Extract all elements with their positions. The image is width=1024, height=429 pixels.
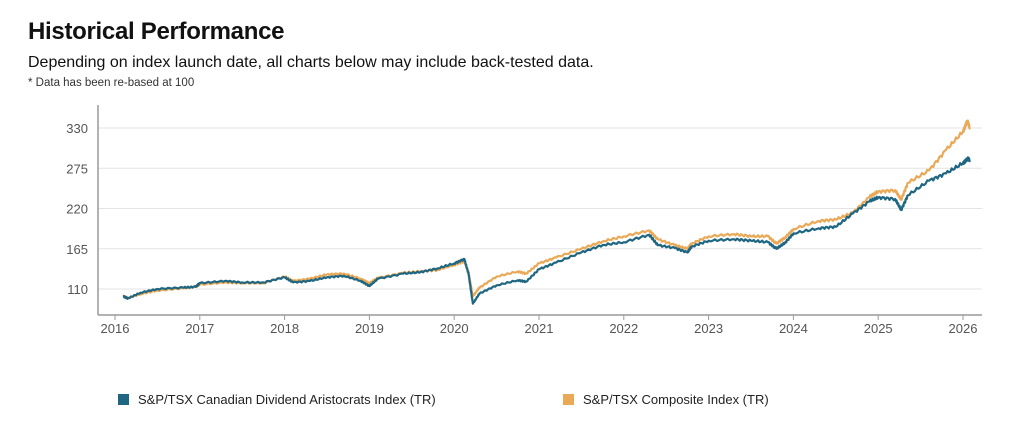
- x-tick-label: 2018: [270, 321, 299, 336]
- x-tick-label: 2022: [609, 321, 638, 336]
- page-subtitle: Depending on index launch date, all char…: [28, 54, 594, 71]
- y-tick-label: 275: [66, 161, 88, 176]
- x-tick-label: 2024: [779, 321, 808, 336]
- page-title: Historical Performance: [28, 18, 285, 45]
- rebase-note: * Data has been re-based at 100: [28, 77, 195, 89]
- legend-swatch: [118, 394, 129, 405]
- y-tick-label: 110: [67, 282, 88, 297]
- x-tick-label: 2023: [694, 321, 723, 336]
- y-tick-label: 330: [66, 121, 88, 136]
- legend-item-composite[interactable]: S&P/TSX Composite Index (TR): [563, 392, 769, 407]
- legend-label: S&P/TSX Composite Index (TR): [583, 392, 769, 407]
- legend-item-aristocrats[interactable]: S&P/TSX Canadian Dividend Aristocrats In…: [118, 392, 436, 407]
- x-tick-label: 2020: [440, 321, 469, 336]
- x-tick-label: 2016: [101, 321, 130, 336]
- performance-chart: 110 165 220 275 330 2016 2017 2018 2019 2020 2021 2…: [66, 105, 982, 336]
- series-line-aristocrats: [122, 156, 971, 305]
- legend-label: S&P/TSX Canadian Dividend Aristocrats In…: [138, 392, 436, 407]
- x-tick-label: 2017: [185, 321, 214, 336]
- x-tick-label: 2026: [949, 321, 978, 336]
- series-line-composite: [122, 119, 971, 300]
- y-tick-label: 165: [66, 242, 88, 257]
- x-tick-label: 2021: [525, 321, 554, 336]
- x-tick-label: 2019: [355, 321, 384, 336]
- y-tick-label: 220: [66, 202, 88, 217]
- x-tick-label: 2025: [864, 321, 893, 336]
- legend-swatch: [563, 394, 574, 405]
